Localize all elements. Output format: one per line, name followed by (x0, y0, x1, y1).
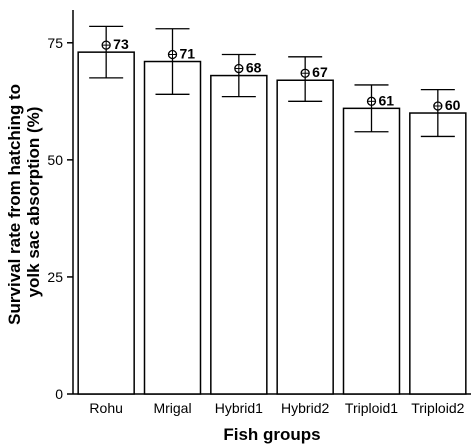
y-tick-label: 50 (47, 152, 63, 168)
axes: 0 25 50 75 (47, 10, 471, 402)
x-tick-label: Rohu (89, 400, 122, 416)
x-tick-label: Hybrid2 (281, 400, 329, 416)
x-tick-labels: Rohu Mrigal Hybrid1 Hybrid2 Triploid1 Triploi… (89, 400, 464, 416)
x-tick-label: Mrigal (153, 400, 191, 416)
bar (409, 112, 467, 395)
x-axis-title: Fish groups (223, 425, 320, 444)
data-label: 60 (445, 97, 461, 113)
bar (276, 79, 334, 395)
data-label: 71 (180, 45, 196, 61)
bar (77, 51, 135, 395)
bar (143, 60, 202, 395)
bar (210, 74, 268, 395)
data-label: 67 (312, 64, 328, 80)
y-tick-label: 0 (55, 386, 63, 402)
y-axis-title: Survival rate from hatching to yolk sac … (5, 79, 43, 325)
y-tick-label: 75 (47, 35, 63, 51)
x-tick-label: Hybrid1 (215, 400, 263, 416)
x-tick-label: Triploid1 (345, 400, 398, 416)
bar (342, 107, 401, 395)
x-tick-label: Triploid2 (411, 400, 464, 416)
y-axis-title-line-2: yolk sac absorption (%) (24, 107, 43, 298)
data-label: 61 (379, 92, 395, 108)
y-axis-title-line-1: Survival rate from hatching to (5, 84, 24, 325)
y-ticks: 0 25 50 75 (47, 35, 73, 402)
bars: 73 71 68 67 61 60 (77, 25, 467, 395)
y-tick-label: 25 (47, 269, 63, 285)
data-label: 68 (246, 60, 262, 76)
data-label: 73 (113, 36, 129, 52)
